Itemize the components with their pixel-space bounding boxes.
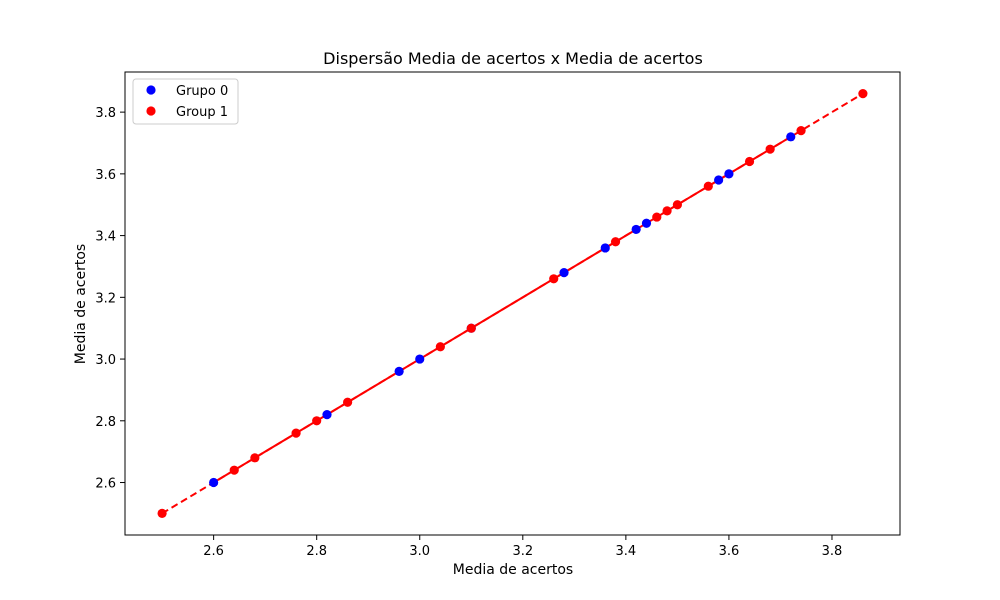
x-tick-label-5: 3.6	[719, 544, 740, 559]
data-point-series-0-3	[415, 354, 425, 364]
y-tick-label-6: 3.8	[95, 106, 116, 121]
data-point-series-1-11	[662, 206, 672, 216]
legend-marker-series-0	[146, 85, 156, 95]
y-axis-ticks: 2.6 2.8 3.0 3.2 3.4 3.6 3.8	[95, 106, 125, 492]
y-tick-label-2: 3.0	[95, 353, 116, 368]
data-point-series-1-13	[703, 181, 713, 191]
data-point-series-0-7	[631, 224, 641, 235]
x-axis-ticks: 2.6 2.8 3.0 3.2 3.4 3.6 3.8	[203, 535, 842, 559]
data-point-series-0-1	[322, 410, 332, 420]
plot-area	[124, 71, 901, 536]
x-tick-label-0: 2.6	[203, 544, 224, 559]
legend-label-series-1: Group 1	[176, 105, 228, 120]
data-point-series-0-2	[394, 366, 404, 377]
data-point-series-0-6	[600, 243, 610, 253]
x-tick-label-3: 3.2	[512, 544, 533, 559]
y-tick-label-5: 3.6	[95, 168, 116, 183]
y-tick-label-0: 2.6	[95, 477, 116, 492]
data-point-series-0-9	[714, 175, 724, 185]
legend-box	[132, 78, 239, 125]
y-tick-label-3: 3.2	[95, 291, 116, 306]
data-point-series-1-15	[765, 144, 775, 154]
data-point-series-1-0	[157, 508, 167, 518]
legend: Grupo 0 Group 1	[132, 78, 239, 125]
data-point-series-1-10	[652, 212, 662, 222]
data-point-series-0-11	[786, 132, 796, 142]
y-tick-label-4: 3.4	[95, 230, 116, 245]
y-axis-label: Media de acertos	[73, 244, 89, 364]
data-point-series-1-12	[672, 200, 682, 210]
data-point-series-1-8	[549, 274, 559, 284]
x-tick-label-6: 3.8	[822, 544, 843, 559]
chart-title: Dispersão Media de acertos x Media de ac…	[323, 49, 703, 68]
y-tick-label-1: 2.8	[95, 415, 116, 430]
data-point-series-0-10	[724, 169, 734, 179]
plot-frame	[124, 71, 901, 536]
data-point-series-1-3	[291, 428, 301, 438]
data-point-series-1-6	[435, 342, 445, 352]
data-point-series-1-17	[858, 89, 868, 99]
data-point-series-1-14	[744, 156, 755, 167]
data-point-series-1-2	[250, 453, 260, 463]
data-point-series-1-1	[229, 465, 239, 475]
data-point-series-1-9	[610, 237, 621, 247]
legend-marker-series-1	[146, 106, 156, 116]
legend-label-series-0: Grupo 0	[176, 84, 228, 99]
data-point-series-1-5	[343, 397, 353, 407]
x-tick-label-1: 2.8	[306, 544, 327, 559]
data-point-series-1-4	[312, 416, 322, 426]
data-point-series-0-0	[209, 477, 219, 488]
data-point-series-0-5	[559, 268, 569, 278]
x-tick-label-2: 3.0	[409, 544, 430, 559]
data-point-series-1-16	[796, 126, 806, 136]
x-axis-label: Media de acertos	[453, 562, 573, 578]
data-point-series-0-8	[641, 218, 652, 228]
trendline-series-1	[161, 92, 864, 515]
x-tick-label-4: 3.4	[616, 544, 637, 559]
data-point-series-1-7	[466, 323, 476, 333]
